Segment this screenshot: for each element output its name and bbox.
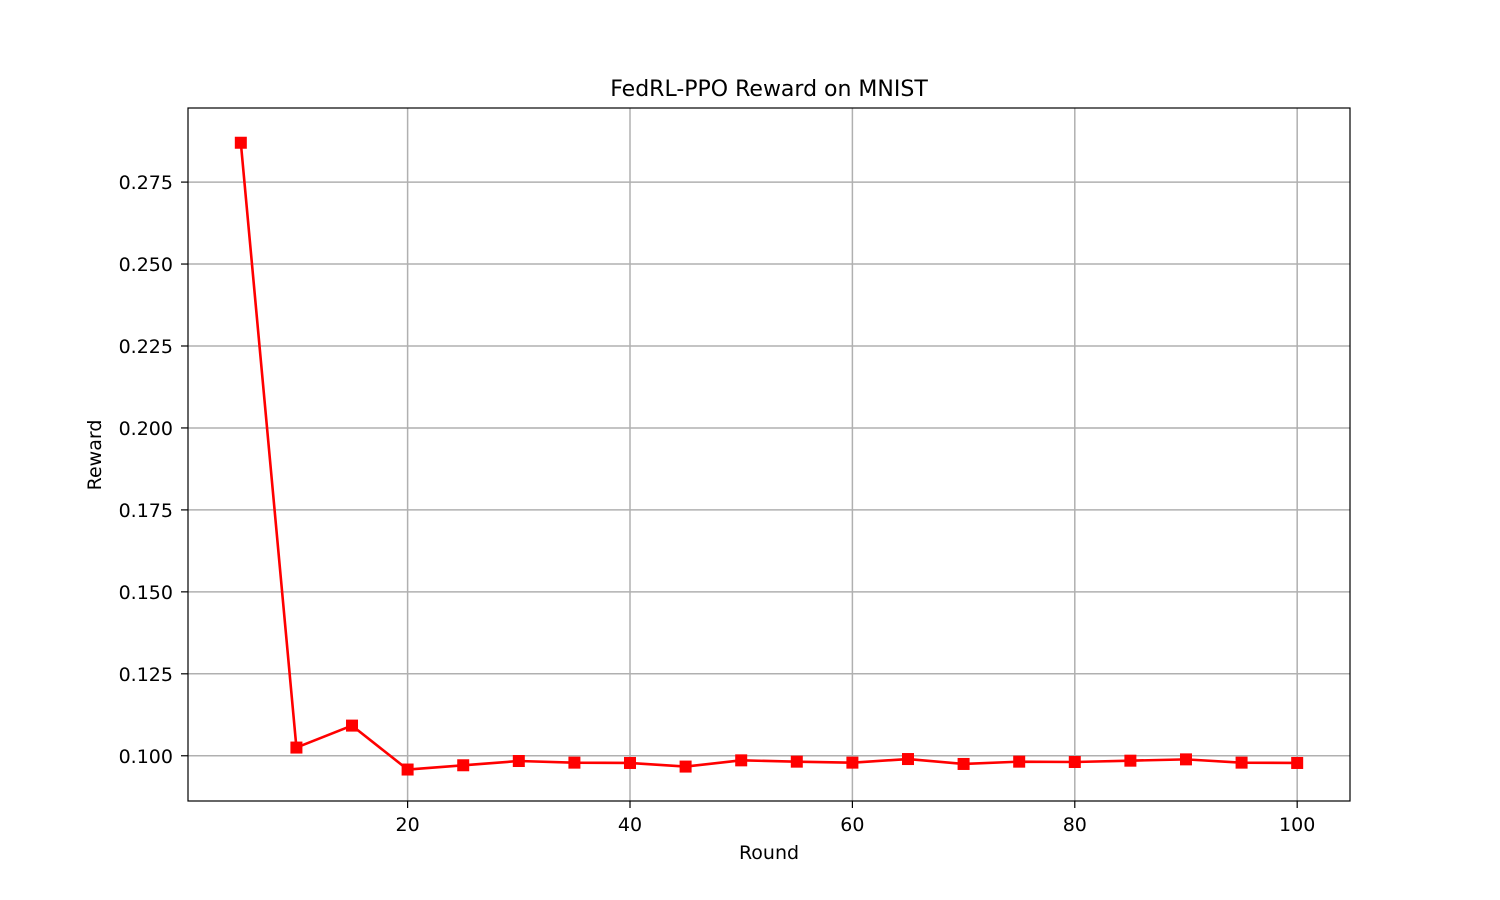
y-tick-label: 0.150 [119, 582, 173, 604]
data-point-marker [901, 753, 914, 766]
y-tick-label: 0.125 [119, 664, 173, 686]
y-tick-label: 0.225 [119, 336, 173, 358]
y-axis-label: Reward [84, 420, 106, 491]
data-point-marker [846, 756, 859, 769]
data-point-marker [234, 136, 247, 149]
plot-frame [187, 107, 1351, 802]
plot-area-background [188, 108, 1350, 801]
x-tick-label: 80 [1063, 814, 1087, 836]
axis-ticks: 20 40 60 80 100 0.100 0.125 0.150 0.175 0.200 0.22… [119, 172, 1316, 836]
data-point-marker [1291, 756, 1304, 769]
data-point-marker [1124, 754, 1137, 767]
x-tick-label: 100 [1279, 814, 1315, 836]
data-point-marker [401, 763, 414, 776]
data-point-marker [1013, 755, 1026, 768]
y-tick-label: 0.100 [119, 746, 173, 768]
y-tick-label: 0.175 [119, 500, 173, 522]
grid [188, 108, 1350, 801]
x-axis-label: Round [739, 842, 799, 864]
data-point-marker [346, 719, 359, 732]
data-point-marker [568, 756, 581, 769]
data-point-marker [1179, 753, 1192, 766]
series-layer [234, 136, 1304, 776]
data-point-marker [679, 760, 692, 773]
data-point-marker [735, 754, 748, 767]
data-point-marker [457, 759, 470, 772]
data-point-marker [512, 755, 525, 768]
y-tick-label: 0.275 [119, 172, 173, 194]
x-tick-label: 40 [618, 814, 642, 836]
data-point-marker [1068, 755, 1081, 768]
series-line [239, 142, 1298, 771]
x-tick-label: 60 [840, 814, 864, 836]
data-point-marker [1235, 756, 1248, 769]
data-point-marker [290, 741, 303, 754]
y-tick-label: 0.200 [119, 418, 173, 440]
x-tick-label: 20 [396, 814, 420, 836]
data-point-marker [790, 755, 803, 768]
data-point-marker [957, 757, 970, 770]
y-tick-label: 0.250 [119, 254, 173, 276]
data-point-marker [624, 756, 637, 769]
chart-title: FedRL-PPO Reward on MNIST [610, 77, 928, 102]
